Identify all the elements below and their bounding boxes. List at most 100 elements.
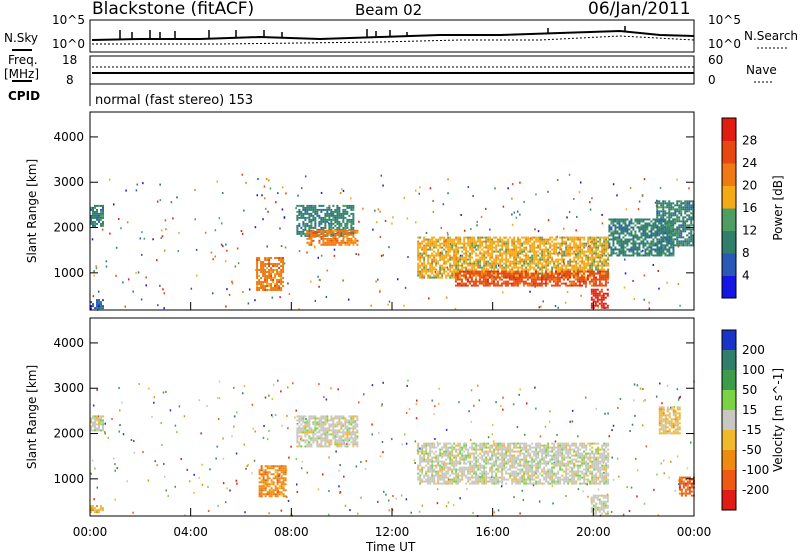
echo-cell (521, 248, 524, 251)
echo-cell (94, 417, 96, 420)
echo-cell (630, 250, 633, 253)
echo-cell (310, 427, 313, 430)
echo-cell (614, 226, 617, 229)
echo-cell (610, 238, 613, 241)
echo-cell (676, 216, 679, 219)
echo-cell (354, 425, 357, 428)
echo-cell (314, 235, 317, 238)
echo-cell (573, 268, 576, 271)
echo-point (343, 475, 345, 478)
echo-point (534, 285, 536, 288)
echo-cell (668, 236, 671, 239)
echo-cell (519, 252, 522, 255)
echo-cell (276, 481, 279, 484)
echo-cell (632, 252, 635, 255)
echo-cell (421, 480, 424, 483)
echo-cell (312, 441, 315, 444)
echo-cell (318, 419, 321, 422)
echo-cell (537, 266, 540, 269)
echo-cell (278, 280, 281, 283)
echo-cell (514, 276, 517, 279)
echo-cell (535, 258, 538, 261)
echo-cell (644, 242, 647, 245)
echo-cell (656, 212, 659, 215)
echo-cell (421, 262, 424, 265)
echo-cell (497, 258, 500, 261)
echo-cell (485, 236, 488, 239)
echo-cell (296, 437, 299, 440)
echo-cell (480, 280, 483, 283)
echo-cell (598, 274, 601, 277)
echo-cell (674, 234, 677, 237)
echo-cell (439, 254, 442, 257)
echo-cell (306, 216, 309, 219)
echo-cell (525, 238, 528, 241)
echo-cell (324, 233, 327, 236)
echo-cell (539, 248, 542, 251)
echo-cell (634, 248, 637, 251)
echo-cell (539, 256, 542, 259)
echo-cell (519, 238, 522, 241)
echo-cell (272, 280, 275, 283)
echo-cell (485, 264, 488, 267)
echo-point (135, 271, 137, 274)
echo-cell (626, 244, 629, 247)
echo-cell (98, 307, 100, 310)
y-tick-label: 3000 (53, 175, 84, 189)
echo-cell (605, 260, 608, 263)
echo-cell (470, 272, 473, 275)
echo-point (415, 189, 417, 192)
echo-cell (598, 284, 601, 287)
echo-point (346, 442, 348, 445)
echo-cell (674, 232, 677, 235)
echo-cell (427, 460, 430, 463)
echo-cell (662, 230, 665, 233)
echo-cell (622, 222, 625, 225)
echo-cell (575, 254, 578, 257)
echo-cell (592, 292, 595, 295)
echo-cell (334, 439, 337, 442)
echo-cell (344, 443, 347, 446)
echo-cell (451, 238, 454, 241)
echo-cell (676, 208, 679, 211)
echo-cell (417, 258, 420, 261)
echo-cell (449, 276, 452, 279)
echo-cell (92, 305, 94, 308)
echo-cell (270, 266, 273, 269)
echo-cell (458, 284, 461, 287)
echo-point (446, 231, 449, 234)
echo-cell (340, 230, 343, 233)
echo-cell (455, 242, 458, 245)
echo-cell (451, 264, 454, 267)
echo-point (333, 254, 336, 257)
echo-cell (475, 258, 478, 261)
echo-cell (545, 246, 548, 249)
echo-cell (644, 228, 647, 231)
echo-cell (670, 224, 673, 227)
echo-cell (469, 236, 472, 239)
echo-cell (96, 301, 98, 304)
echo-cell (575, 276, 578, 279)
echo-cell (431, 266, 434, 269)
echo-cell (478, 278, 481, 281)
echo-cell (690, 240, 693, 243)
echo-cell (320, 204, 323, 207)
echo-cell (346, 229, 349, 232)
echo-cell (593, 246, 596, 249)
echo-cell (266, 483, 269, 486)
echo-cell (266, 485, 269, 488)
echo-point (406, 217, 409, 220)
echo-cell (487, 264, 490, 267)
echo-cell (555, 242, 558, 245)
echo-cell (610, 220, 613, 223)
echo-cell (268, 288, 271, 291)
echo-cell (596, 296, 599, 299)
echo-cell (594, 300, 597, 303)
echo-cell (308, 232, 311, 235)
echo-cell (569, 262, 572, 265)
echo-cell (344, 433, 347, 436)
echo-cell (519, 244, 522, 247)
echo-cell (278, 479, 281, 482)
echo-point (449, 242, 452, 245)
echo-cell (324, 433, 327, 436)
